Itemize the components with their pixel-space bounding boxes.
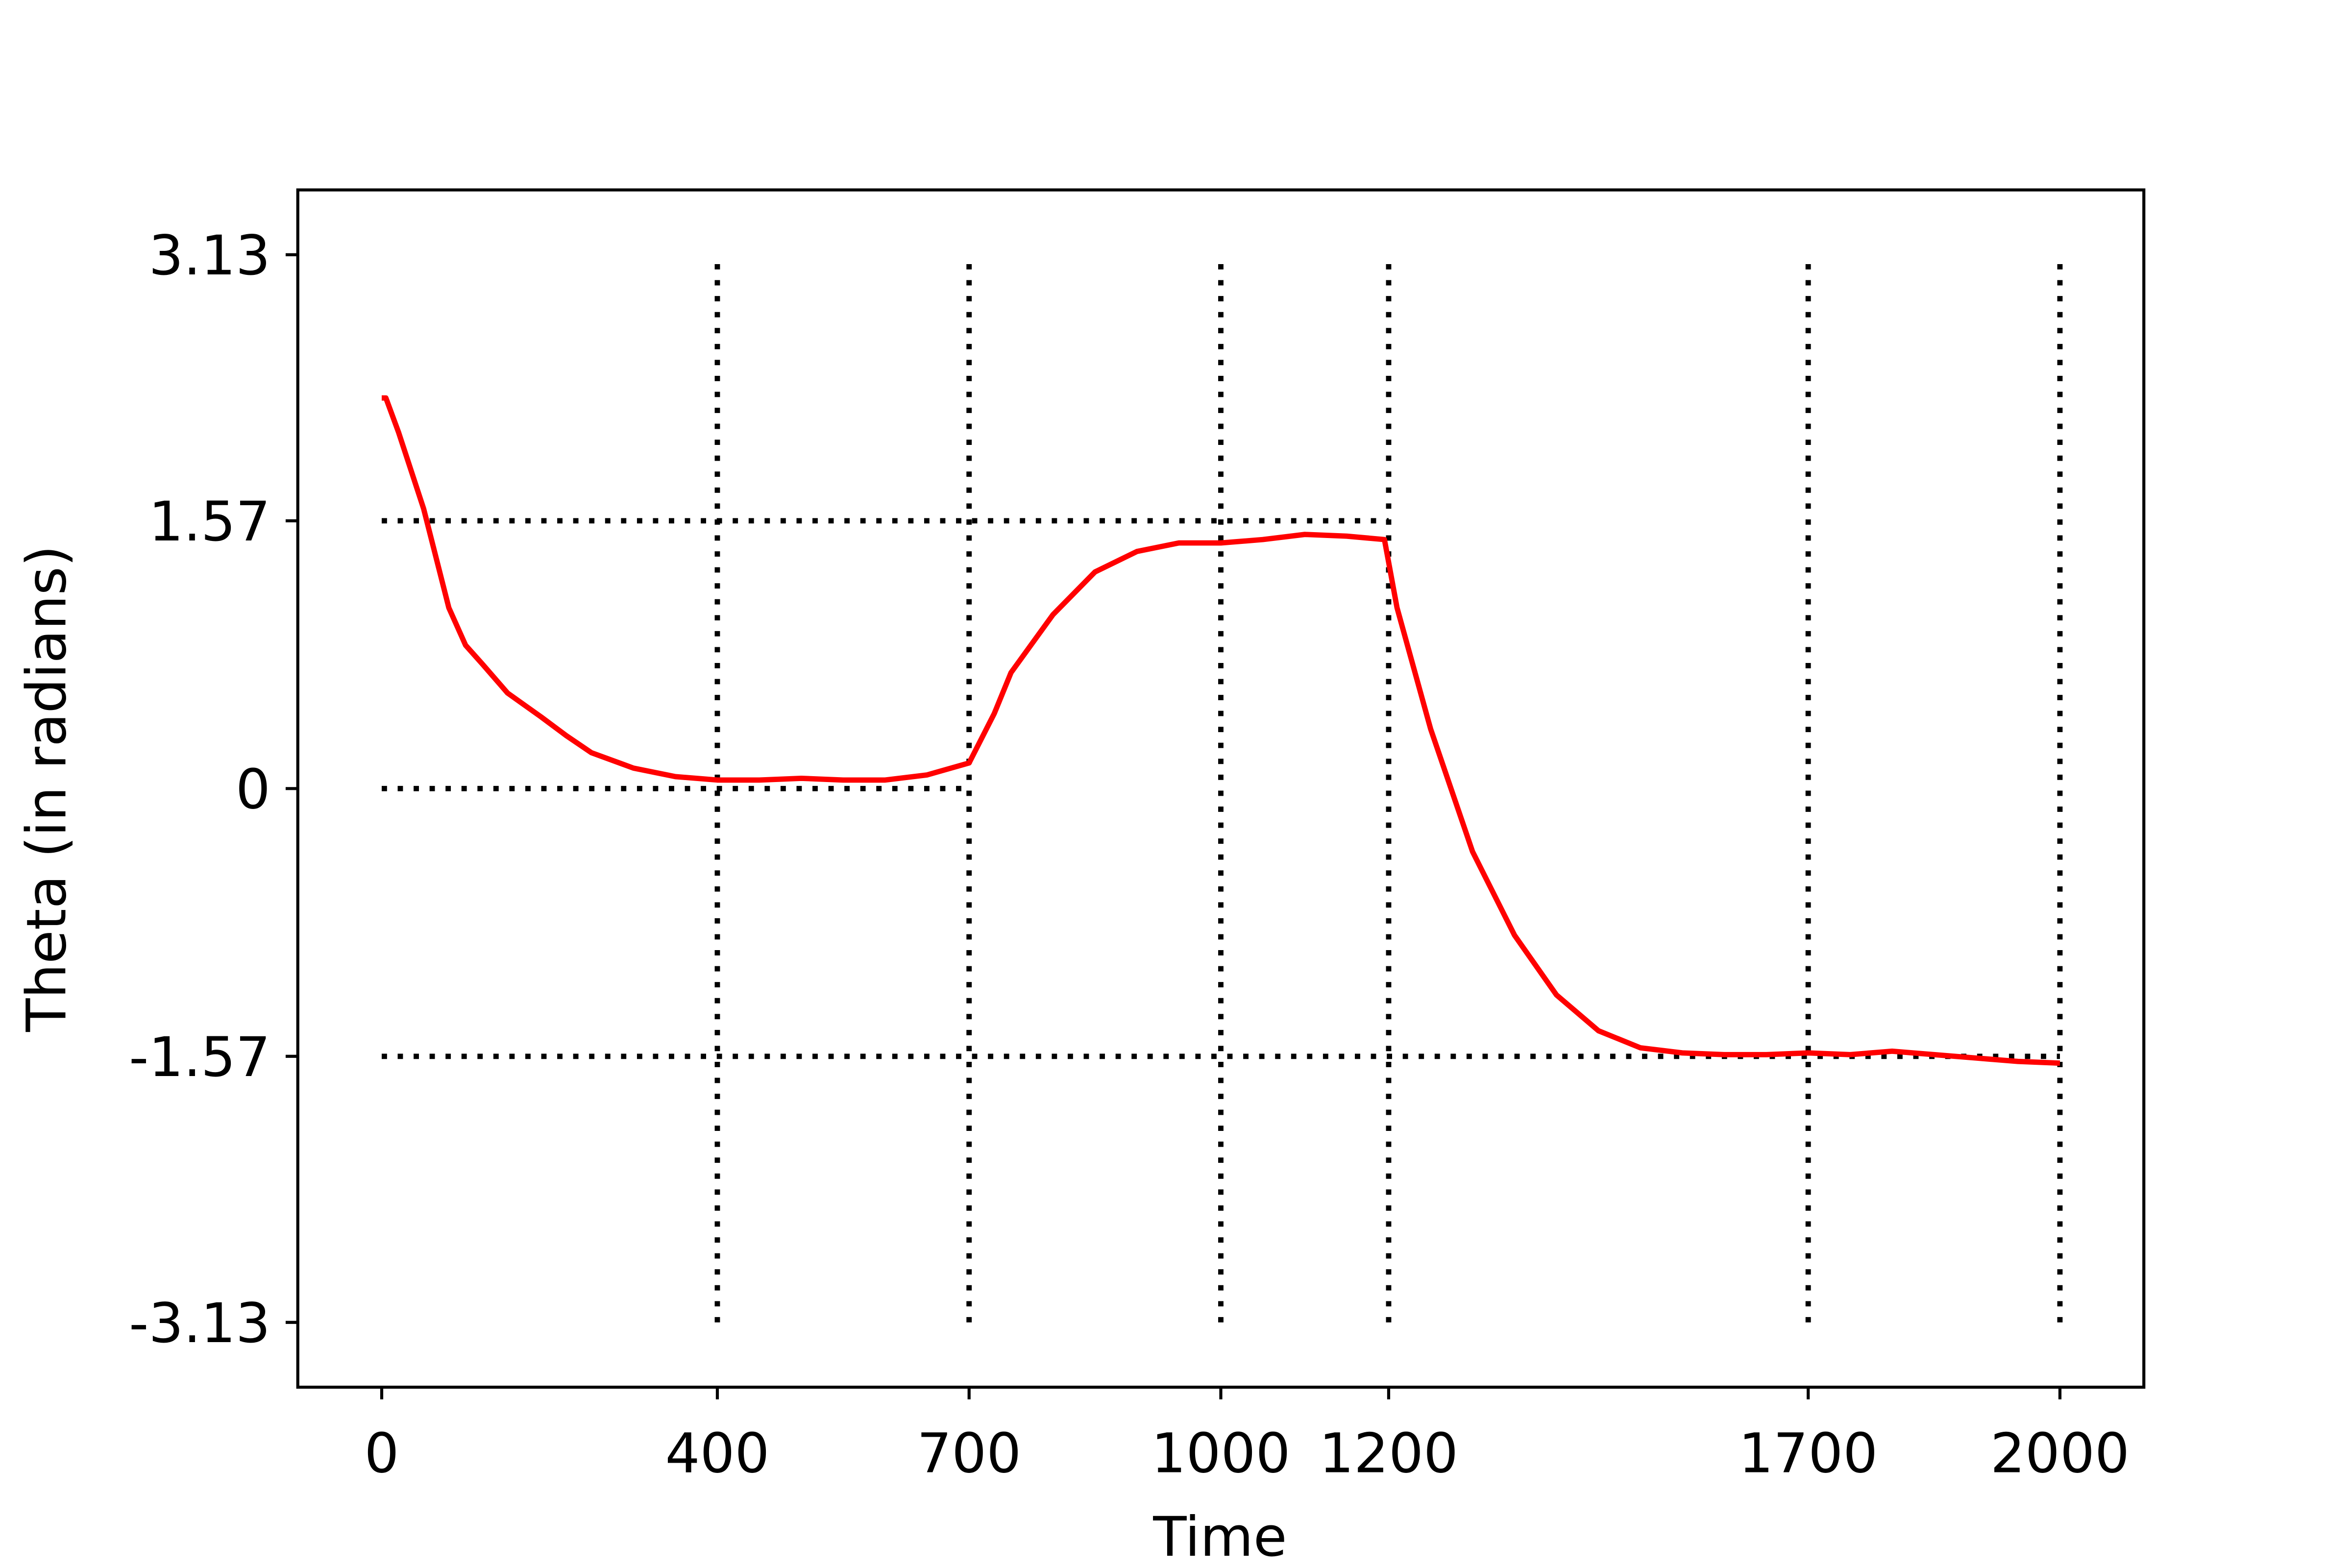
x-tick-label: 1700 (1739, 1422, 1878, 1486)
x-tick-label: 700 (917, 1422, 1021, 1486)
data-line (381, 395, 2060, 1066)
y-tick-label: -3.13 (129, 1292, 270, 1355)
x-tick-label: 1000 (1151, 1422, 1290, 1486)
y-tick-label: 3.13 (148, 224, 270, 288)
x-axis-label: Time (1152, 1505, 1287, 1568)
x-tick-label: 1200 (1319, 1422, 1458, 1486)
y-tick-label: 0 (236, 758, 270, 822)
x-tick-label: 2000 (1990, 1422, 2130, 1486)
x-tick-label: 0 (364, 1422, 399, 1486)
y-tick-label: 1.57 (148, 490, 270, 554)
x-tick-label: 400 (665, 1422, 769, 1486)
y-axis-label: Theta (in radians) (15, 545, 78, 1032)
y-tick-label: -1.57 (129, 1026, 270, 1089)
